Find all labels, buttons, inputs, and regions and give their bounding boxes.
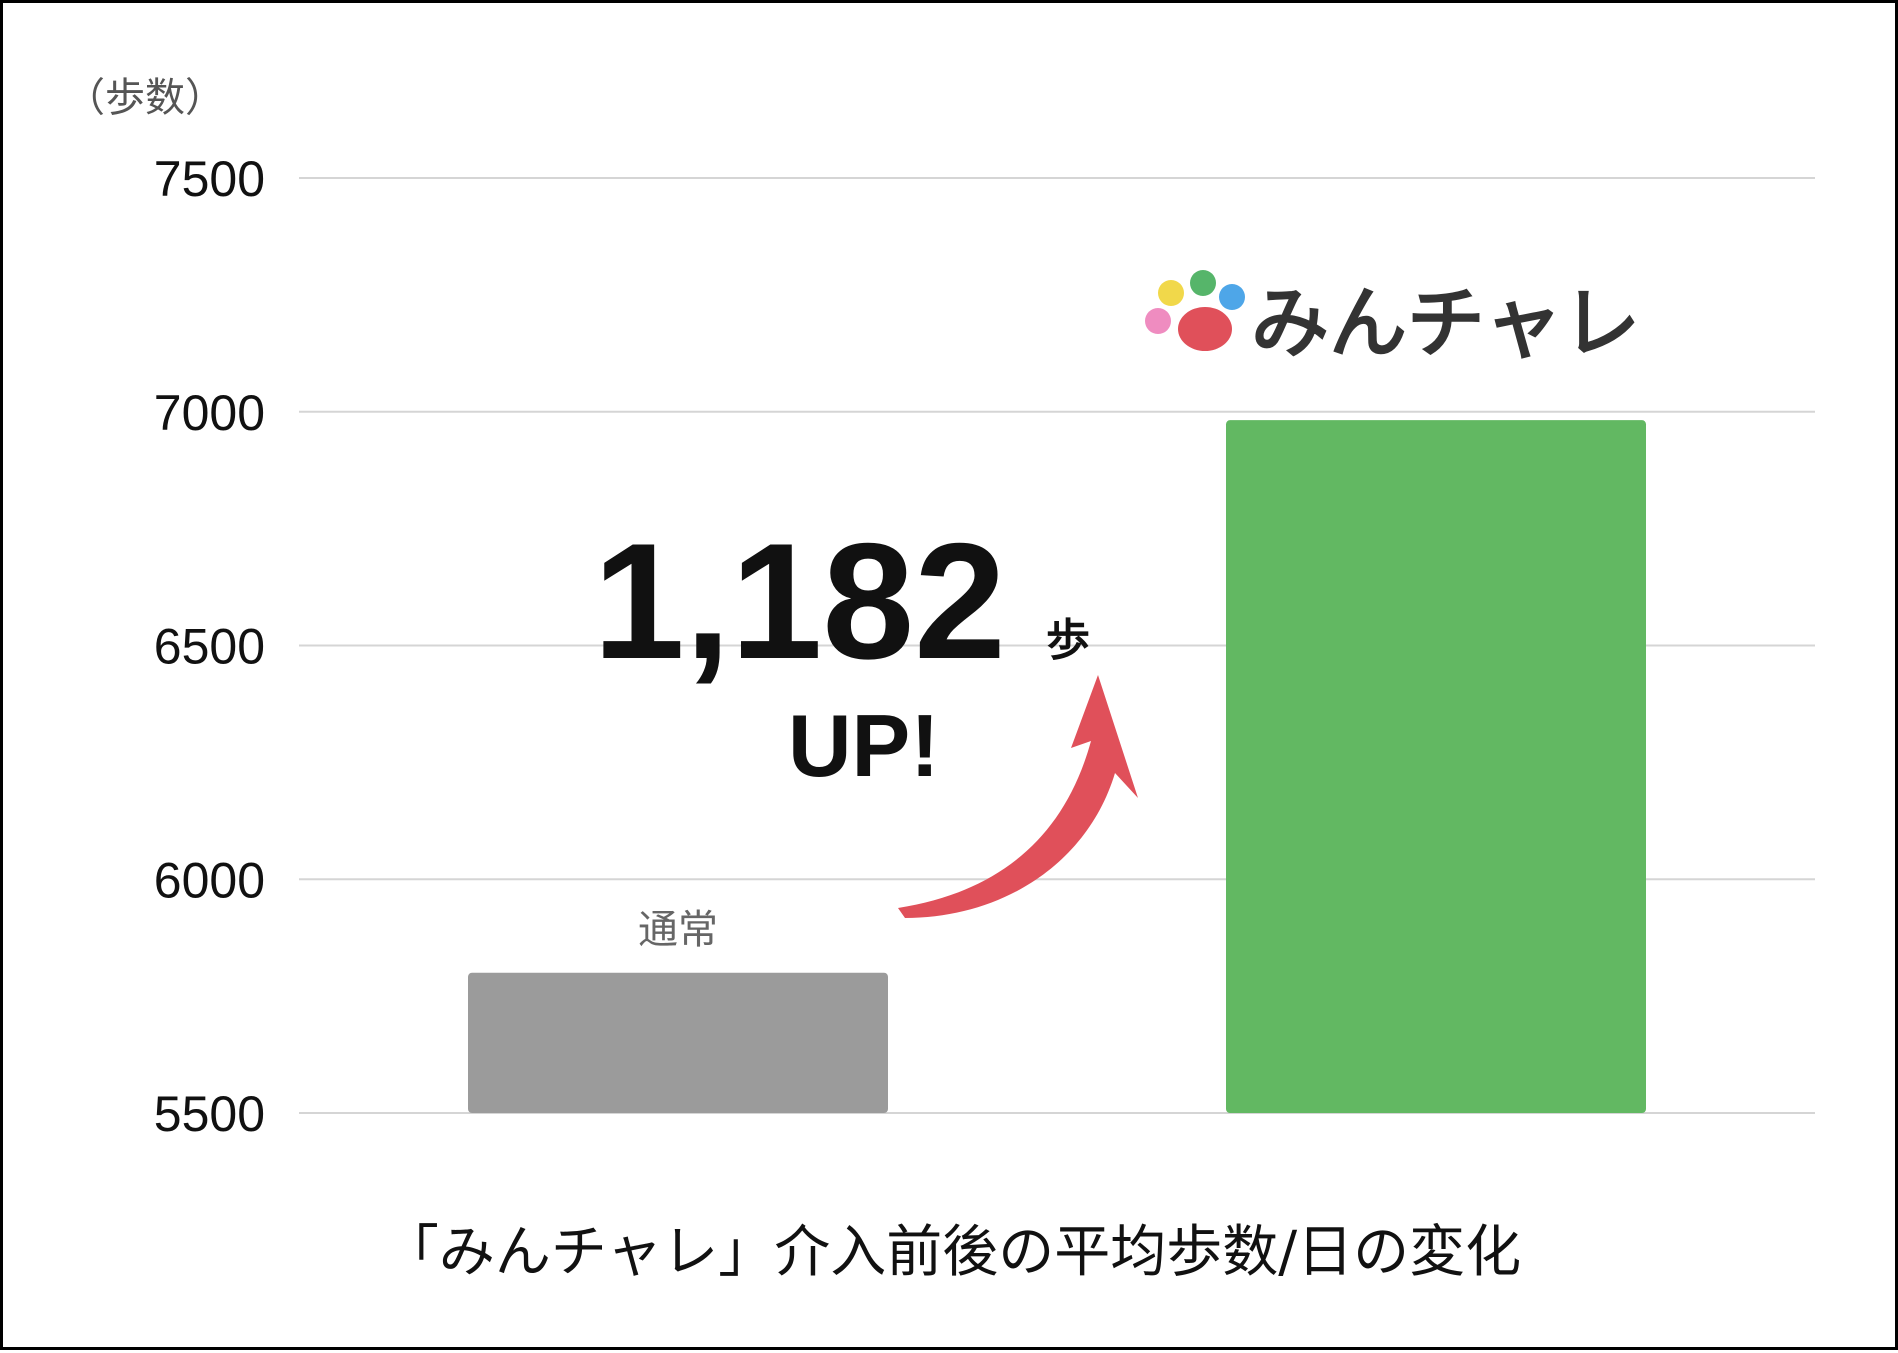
y-tick-label: 5500: [154, 1086, 265, 1142]
y-tick-label: 6500: [154, 619, 265, 675]
bar-chart: （歩数） 5500 6000 6500 7000 7500 通常 みんチャレ 1,182…: [65, 75, 1815, 1285]
y-tick-label: 7500: [154, 151, 265, 207]
y-tick-label: 7000: [154, 385, 265, 441]
y-tick-label: 6000: [154, 852, 265, 908]
increase-value: 1,182: [593, 509, 1006, 693]
y-axis-ticks: 5500 6000 6500 7000 7500: [154, 151, 265, 1142]
logo-paw-red: [1178, 307, 1232, 351]
y-axis-unit-label: （歩数）: [65, 75, 225, 121]
increase-up-label: UP!: [788, 696, 940, 795]
increase-annotation: 1,182 歩 UP!: [593, 509, 1138, 918]
bar-0: [468, 972, 888, 1113]
minchalle-logo: みんチャレ: [1145, 270, 1640, 369]
logo-dot-pink: [1145, 308, 1171, 334]
logo-dot-yellow: [1158, 280, 1184, 306]
increase-arrow-icon: [898, 675, 1138, 918]
logo-dot-blue: [1219, 284, 1245, 310]
category-label: 通常: [638, 907, 718, 953]
bar-1: [1226, 420, 1646, 1113]
logo-dot-green: [1190, 270, 1216, 296]
category-labels: 通常: [638, 907, 718, 953]
increase-unit: 歩: [1046, 615, 1090, 666]
logo-text: みんチャレ: [1251, 279, 1640, 369]
chart-title: 「みんチャレ」介入前後の平均歩数/日の変化: [383, 1220, 1521, 1285]
bars: [468, 420, 1646, 1113]
